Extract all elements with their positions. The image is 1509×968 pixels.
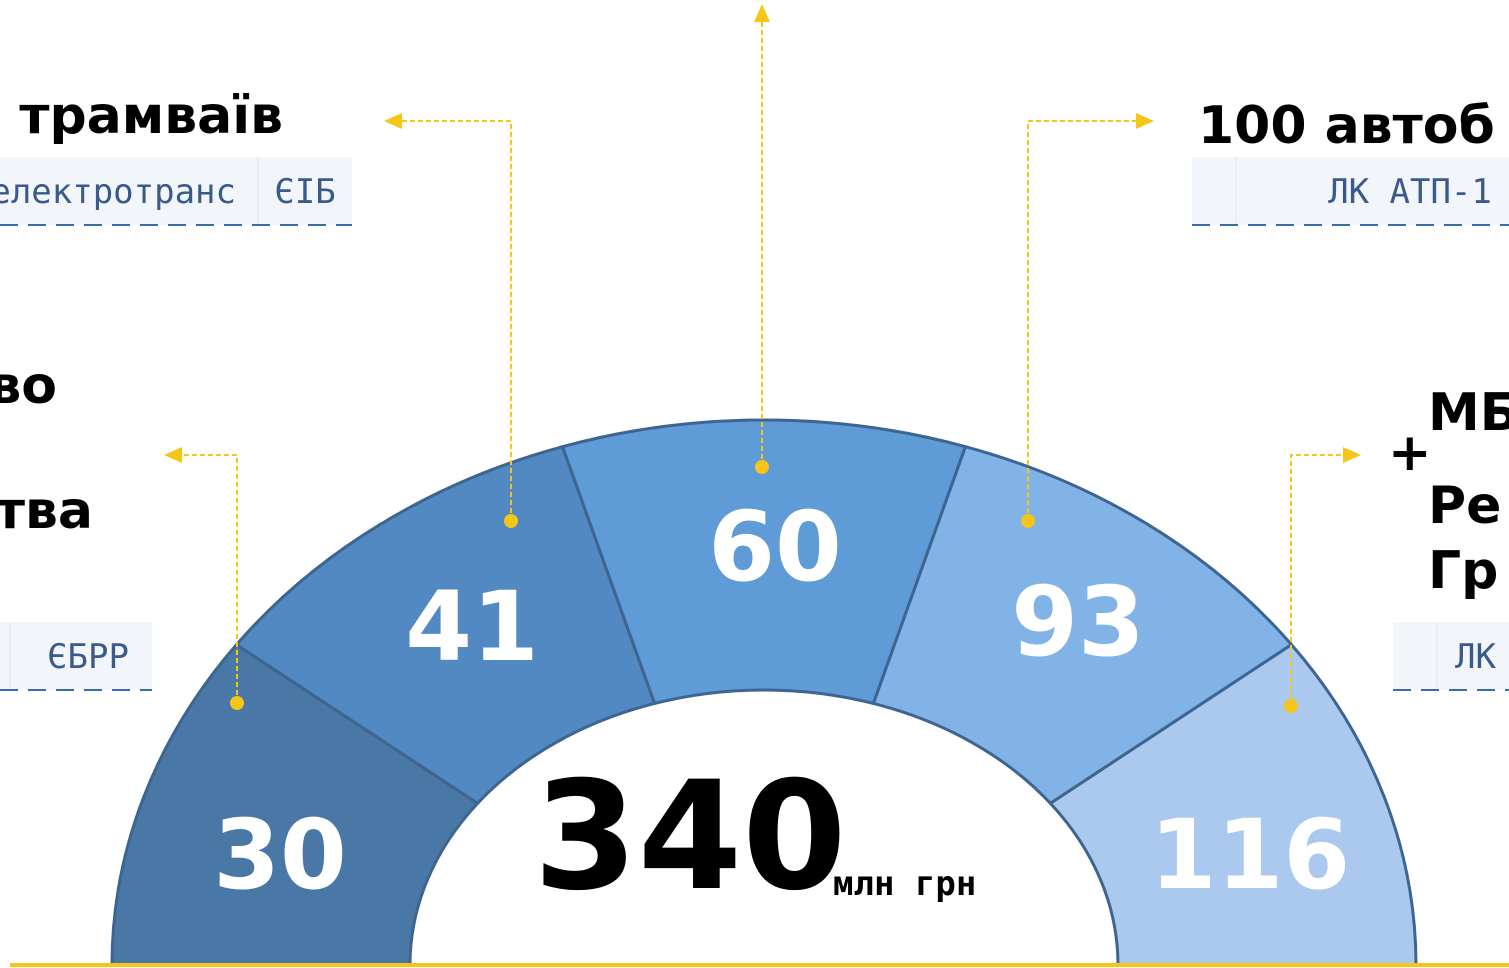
- segment-value: 41: [405, 571, 539, 683]
- label: зелектротранс: [0, 172, 236, 212]
- label: тва: [0, 481, 93, 541]
- label: ЄІБ: [274, 172, 335, 212]
- gauge-segment: [235, 445, 657, 805]
- label: ЛК: [1455, 637, 1496, 677]
- label: во: [0, 356, 57, 416]
- leaders: [164, 4, 1361, 713]
- total-unit: млн грн: [833, 864, 976, 904]
- segment-value: 116: [1150, 799, 1350, 911]
- segment-value: 60: [708, 491, 842, 603]
- segment-value: 93: [1011, 566, 1145, 678]
- label: трамваїв: [19, 86, 283, 146]
- total-value: 340: [533, 750, 846, 924]
- info-boxes: [0, 157, 1509, 691]
- label: ЄБРР: [47, 637, 129, 677]
- label: Ре: [1428, 476, 1501, 536]
- label: ЛК АТП-1: [1328, 172, 1492, 212]
- label: +: [1388, 423, 1432, 483]
- segment-value: 30: [213, 799, 347, 911]
- label: 100 автоб: [1198, 96, 1495, 156]
- gauge-segment: [1048, 643, 1418, 967]
- gauge-segment: [561, 418, 967, 705]
- label: Гр: [1428, 541, 1498, 601]
- gauge-segment: [110, 643, 480, 967]
- gauge: 30 41 60 93 116: [110, 418, 1418, 967]
- label: МБ: [1428, 383, 1509, 443]
- gauge-segment: [871, 445, 1293, 805]
